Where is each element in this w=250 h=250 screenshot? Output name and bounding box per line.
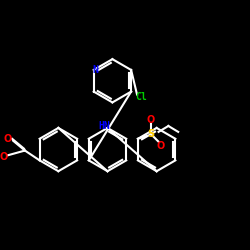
Text: O: O xyxy=(156,141,165,151)
Text: S: S xyxy=(147,129,154,139)
Text: O: O xyxy=(146,115,155,125)
Text: O: O xyxy=(0,152,8,162)
Text: N: N xyxy=(93,65,98,75)
Text: Cl: Cl xyxy=(135,92,147,102)
Text: HN: HN xyxy=(98,121,110,131)
Text: O: O xyxy=(3,134,11,144)
